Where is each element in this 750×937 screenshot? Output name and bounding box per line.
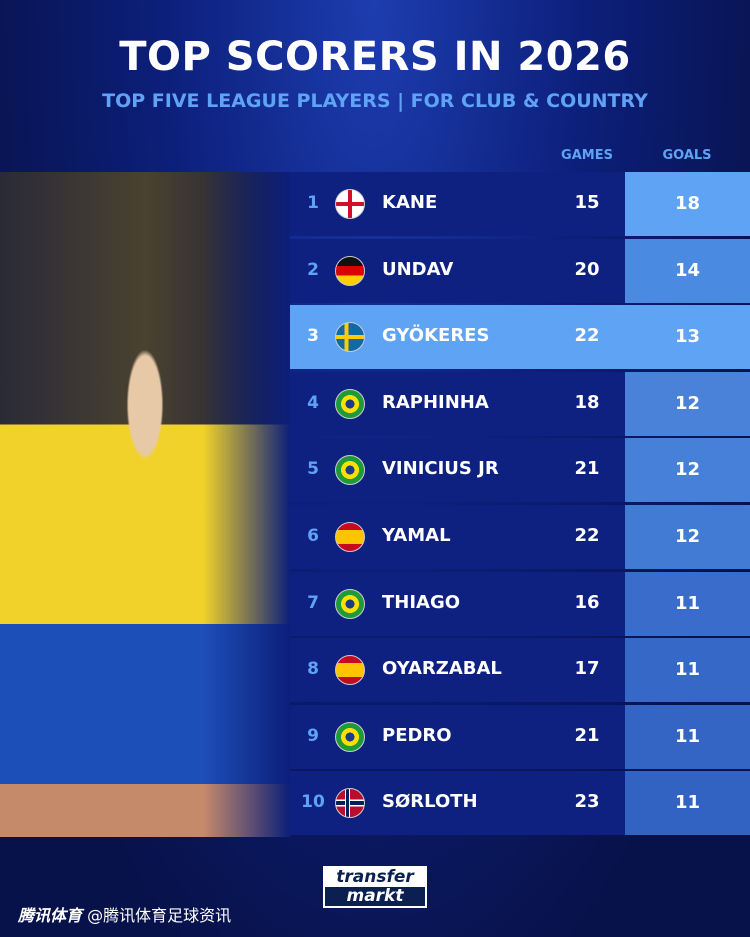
rank: 4	[307, 392, 319, 413]
player-name: VINICIUS JR	[382, 458, 499, 480]
goals-value: 12	[625, 438, 750, 503]
player-name: OYARZABAL	[382, 658, 502, 680]
games-value: 22	[574, 325, 600, 347]
player-name: KANE	[382, 192, 438, 213]
rank: 2	[307, 259, 319, 280]
goals-value: 11	[625, 704, 750, 769]
player-name: UNDAV	[382, 258, 454, 280]
table-row: 9 PEDRO 21 11	[290, 704, 750, 769]
player-photo	[0, 172, 290, 837]
goals-value: 11	[625, 571, 750, 636]
england-flag-icon	[335, 189, 365, 219]
rank: 10	[301, 792, 325, 813]
table-row: 4 RAPHINHA 18 12	[290, 371, 750, 436]
germany-flag-icon	[335, 255, 365, 286]
goals-value: 12	[625, 371, 750, 436]
table-row: 2 UNDAV 20 14	[290, 238, 750, 303]
games-value: 21	[574, 458, 600, 480]
goals-value: 13	[625, 305, 750, 370]
player-name: THIAGO	[382, 591, 461, 613]
spain-flag-icon	[335, 522, 365, 552]
games-value: 17	[574, 658, 600, 680]
games-value: 20	[574, 258, 600, 280]
page-title: TOP SCORERS IN 2026	[119, 34, 631, 80]
rank: 3	[307, 326, 319, 347]
page-subtitle: TOP FIVE LEAGUE PLAYERS | FOR CLUB & COU…	[102, 90, 648, 112]
player-name: RAPHINHA	[382, 391, 489, 413]
player-name: SØRLOTH	[382, 791, 478, 813]
player-name: YAMAL	[382, 525, 451, 546]
spain-flag-icon	[335, 655, 365, 686]
rank: 8	[307, 659, 319, 680]
brazil-flag-icon	[335, 721, 365, 752]
goals-header: GOALS	[662, 148, 712, 163]
brazil-flag-icon	[335, 588, 365, 619]
table-row: 6 YAMAL 22 12	[290, 505, 750, 569]
games-value: 21	[574, 724, 600, 746]
rank: 6	[307, 526, 319, 546]
table-row: 10 SØRLOTH 23 11	[290, 771, 750, 836]
goals-value: 11	[625, 771, 750, 836]
rank: 1	[307, 193, 319, 213]
goals-value: 11	[625, 638, 750, 703]
table-row: 8 OYARZABAL 17 11	[290, 638, 750, 703]
sweden-flag-icon	[335, 322, 365, 353]
rank: 5	[307, 459, 319, 480]
rank: 9	[307, 725, 319, 746]
goals-value: 12	[625, 505, 750, 569]
games-value: 23	[574, 791, 600, 813]
table-row: 1 KANE 15 18	[290, 172, 750, 236]
table-row: 3 GYÖKERES 22 13	[290, 305, 750, 370]
games-header: GAMES	[561, 148, 613, 163]
norway-flag-icon	[335, 788, 365, 819]
table-row: 5 VINICIUS JR 21 12	[290, 438, 750, 503]
goals-value: 14	[625, 238, 750, 303]
transfermarkt-logo: transfer markt	[323, 866, 427, 908]
games-value: 15	[574, 192, 600, 213]
table-row: 7 THIAGO 16 11	[290, 571, 750, 636]
brazil-flag-icon	[335, 455, 365, 486]
brazil-flag-icon	[335, 388, 365, 419]
games-value: 16	[574, 591, 600, 613]
player-name: GYÖKERES	[382, 325, 490, 347]
goals-value: 18	[625, 172, 750, 236]
games-value: 22	[574, 525, 600, 546]
rank: 7	[307, 592, 319, 613]
games-value: 18	[574, 391, 600, 413]
footer-watermark: 腾讯体育 @腾讯体育足球资讯	[18, 906, 232, 925]
player-name: PEDRO	[382, 724, 452, 746]
